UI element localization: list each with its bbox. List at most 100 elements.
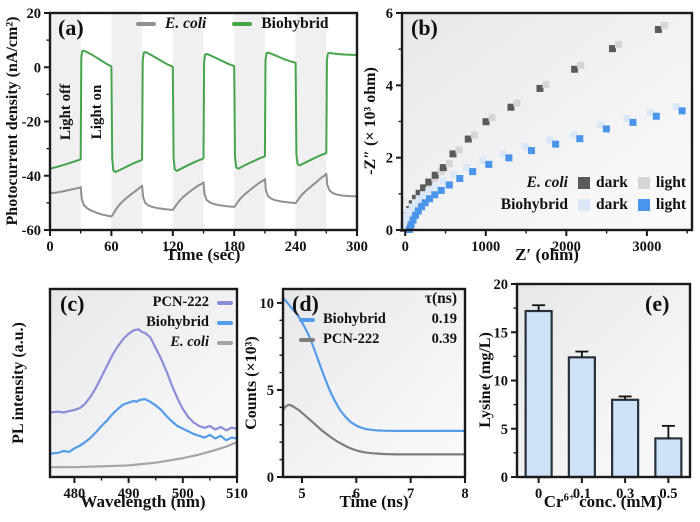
biohybrid-dark-point	[463, 164, 471, 172]
panel-c-x-tick-label: 480	[64, 486, 86, 502]
panel-a-curve-e-coli	[49, 172, 358, 218]
panel-d-x-tick-label: 5	[298, 486, 305, 502]
biohybrid-light-point	[469, 168, 477, 176]
light-off-band	[234, 13, 265, 230]
ecoli-dark-point	[449, 150, 457, 158]
ecoli-dark-point	[507, 103, 515, 111]
ecoli-dark-point	[464, 135, 472, 143]
ecoli-dark-point	[654, 25, 662, 33]
biohybrid-dark-point	[672, 103, 680, 111]
ecoli-light-point	[513, 99, 521, 107]
panel-e-xlabel-sup: 6+	[563, 492, 575, 504]
panel-a-x-tick-label: 240	[285, 239, 307, 255]
panel-c-x-tick-label: 490	[118, 486, 140, 502]
biohybrid-legend-name: Biohybrid	[500, 196, 568, 213]
panel-b-x-tick-label: 2000	[552, 239, 581, 255]
biohybrid-dark-point	[399, 221, 407, 229]
pcn-d-line-swatch	[299, 337, 315, 342]
biohybrid-light-point	[629, 118, 637, 126]
ecoli-dark-point	[415, 189, 423, 197]
ecoli-light-point	[614, 41, 622, 49]
biohybrid-dark-point	[450, 170, 458, 178]
dark-label-2: dark	[595, 196, 628, 213]
ecoli-light-point	[409, 208, 417, 216]
biohybrid-dark-point	[408, 203, 416, 211]
light-off-band	[111, 13, 143, 230]
panel-a-y-tick-label: 0	[34, 60, 41, 76]
light-off-annotation: Light off	[58, 83, 74, 141]
panel-a-y-tick-label: -40	[22, 169, 41, 185]
panel-a-label: (a)	[58, 15, 84, 40]
legend-c-row-biohybrid: Biohybrid	[146, 314, 233, 331]
biohybrid-d-line-swatch	[299, 317, 315, 322]
biohybrid-light-point	[445, 181, 453, 189]
pcn-line-swatch	[217, 300, 233, 305]
biohybrid-light-point	[414, 207, 422, 215]
panel-b-x-tick-label: 0	[402, 239, 409, 255]
biohybrid-dark-point	[401, 217, 409, 225]
biohybrid-light-point	[431, 191, 439, 199]
panel-d-legend: τ(ns) Biohybrid 0.19 PCN-222 0.39	[299, 290, 457, 348]
biohybrid-light-point	[602, 125, 610, 133]
biohybrid-dark-point	[431, 182, 439, 190]
panel-c-xlabel: Wavelength (nm)	[80, 492, 206, 511]
biohybrid-dark-square-swatch	[577, 199, 590, 211]
biohybrid-light-point	[418, 203, 426, 211]
panel-e-ylabel: Lysine (mg/L)	[477, 332, 494, 428]
panel-a-x-tick-label: 180	[223, 239, 245, 255]
pcn-tau-value: 0.39	[431, 331, 457, 347]
panel-e-x-tick-label: 0.5	[659, 486, 677, 502]
panel-a-x-tick-label: 120	[162, 239, 184, 255]
ecoli-c-line-swatch	[217, 340, 233, 345]
ecoli-dark-point	[482, 118, 490, 126]
panel-d-curve-pcn-222	[281, 403, 467, 456]
panel-e-y-tick-label: 0	[501, 470, 508, 486]
light-off-band	[295, 13, 327, 230]
ecoli-dark-point	[425, 178, 433, 186]
panel-c-curve-e-coli	[48, 441, 239, 469]
panel-d-x-tick-label: 8	[461, 486, 468, 502]
legend-b-row-biohybrid: Biohybrid dark light	[501, 196, 686, 214]
ecoli-light-point	[488, 114, 496, 122]
biohybrid-dark-point	[412, 199, 420, 207]
dark-label-1: dark	[595, 174, 628, 191]
panel-e-xlabel-base: Cr	[543, 492, 564, 511]
biohybrid-light-point	[437, 186, 445, 194]
ecoli-light-point	[437, 167, 445, 175]
ecoli-dark-square-swatch	[577, 177, 590, 189]
biohybrid-light-square-swatch	[637, 199, 650, 211]
legend-d-row-biohybrid: Biohybrid 0.19	[299, 311, 457, 328]
biohybrid-legend-label: Biohybrid	[261, 15, 329, 32]
biohybrid-dark-point	[420, 191, 428, 199]
pcn-legend-label: PCN-222	[152, 294, 209, 310]
panel-b-x-tick-label: 3000	[632, 239, 661, 255]
biohybrid-c-line-swatch	[217, 320, 233, 325]
biohybrid-light-point	[409, 216, 417, 224]
ecoli-dark-point	[431, 171, 439, 179]
biohybrid-light-point	[505, 154, 513, 162]
biohybrid-light-point	[411, 211, 419, 219]
panel-e-x-tick-label: 0	[535, 486, 542, 502]
ecoli-light-point	[455, 146, 463, 154]
legend-b-row-ecoli: E. coli dark light	[527, 174, 686, 192]
tau-header: τ(ns)	[424, 290, 457, 307]
panel-e-y-tick-label: 20	[494, 277, 509, 293]
panel-a-xlabel: Time (sec)	[165, 245, 241, 264]
biohybrid-c-legend-label: Biohybrid	[146, 314, 209, 330]
panel-d-y-tick-label: 5	[267, 383, 274, 399]
biohybrid-dark-point	[403, 212, 411, 220]
ecoli-dark-point	[439, 164, 447, 172]
biohybrid-dark-point	[479, 156, 487, 164]
biohybrid-line-swatch	[232, 22, 253, 26]
panel-a-legend: E. coli Biohybrid	[136, 15, 329, 33]
biohybrid-dark-point	[596, 121, 604, 129]
biohybrid-light-point	[652, 112, 660, 120]
panel-c-curve-biohybrid	[48, 398, 239, 455]
panel-e-x-tick-label: 0.3	[616, 486, 634, 502]
biohybrid-dark-point	[405, 207, 413, 215]
light-on-annotation: Light on	[89, 84, 105, 140]
panel-d-x-tick-label: 7	[407, 486, 414, 502]
legend-c-row-pcn: PCN-222	[153, 294, 233, 311]
